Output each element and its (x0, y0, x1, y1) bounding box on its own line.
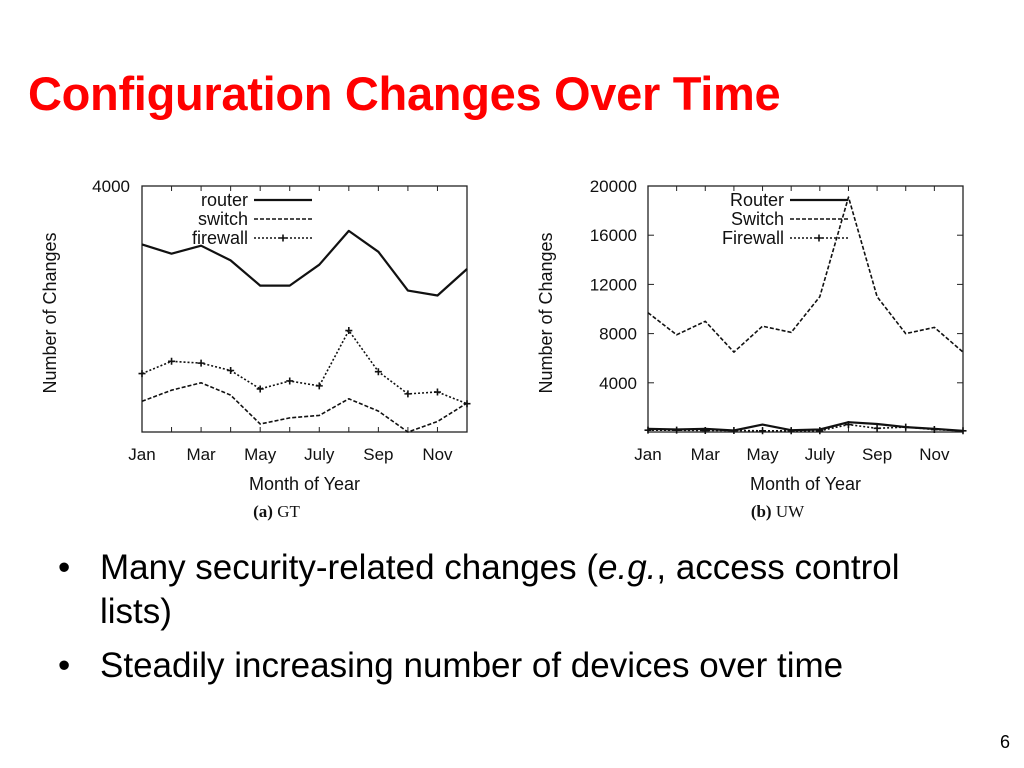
figure-caption: (a) GT (253, 502, 300, 521)
data-point-marker (345, 327, 353, 335)
chart-2: 4000 8000 12000 16000 20000 Jan Mar May July Sep N… (536, 177, 967, 521)
x-tick-label: May (746, 445, 779, 464)
bullet-item-2: • Steadily increasing number of devices … (58, 644, 958, 688)
y-tick-label: 8000 (599, 325, 637, 344)
data-point-marker (787, 427, 795, 435)
bullet-item-1: • Many security-related changes (e.g., a… (58, 546, 958, 634)
y-axis-label: Number of Changes (536, 232, 556, 393)
data-point-marker (433, 388, 441, 396)
x-axis-label: Month of Year (750, 474, 861, 494)
series-line-firewall (141, 329, 468, 405)
x-tick-label: Sep (363, 445, 393, 464)
y-tick-label: 20000 (590, 177, 637, 196)
x-axis-label: Month of Year (249, 474, 360, 494)
data-point-marker (256, 385, 264, 393)
data-point-marker (701, 427, 709, 435)
data-point-marker (673, 426, 681, 434)
data-point-marker (644, 426, 652, 434)
data-point-marker (816, 427, 824, 435)
x-tick-label: Mar (186, 445, 216, 464)
data-point-marker (463, 400, 471, 408)
slide-title: Configuration Changes Over Time (28, 67, 781, 120)
data-point-marker (873, 424, 881, 432)
legend-marker (279, 234, 287, 242)
plot-frame (647, 185, 964, 433)
bullet-text-em: e.g. (598, 548, 657, 587)
y-axis-label: Number of Changes (40, 232, 60, 393)
legend-marker (815, 234, 823, 242)
series-line-switch (647, 196, 964, 353)
bullet-text-pre: Many security-related changes ( (100, 548, 598, 587)
data-point-marker (197, 359, 205, 367)
bullet-text-post: , access control lists) (100, 548, 900, 631)
bullet-text-pre: Steadily increasing number of devices ov… (100, 646, 844, 685)
data-point-marker (959, 427, 967, 435)
legend-label: Router (730, 190, 784, 210)
x-tick-label: Sep (862, 445, 892, 464)
data-point-marker (930, 426, 938, 434)
x-tick-label: July (304, 445, 335, 464)
data-point-marker (759, 427, 767, 435)
x-tick-label: Mar (691, 445, 721, 464)
x-tick-label: Jan (634, 445, 661, 464)
y-tick-label: 4000 (599, 374, 637, 393)
legend-label: firewall (192, 228, 248, 248)
x-tick-label: May (244, 445, 277, 464)
bullet-marker: • (58, 646, 71, 685)
page-number: 6 (999, 732, 1010, 752)
legend-label: Firewall (722, 228, 784, 248)
series-line-switch (141, 381, 468, 433)
y-tick-label: 12000 (590, 275, 637, 294)
y-tick-label: 4000 (92, 177, 130, 196)
bullet-marker: • (58, 548, 71, 587)
y-tick-label: 16000 (590, 226, 637, 245)
data-point-marker (138, 370, 146, 378)
x-tick-label: July (805, 445, 836, 464)
data-point-marker (286, 377, 294, 385)
data-point-marker (404, 390, 412, 398)
data-point-marker (168, 357, 176, 365)
legend-label: Switch (731, 209, 784, 229)
x-tick-label: Nov (919, 445, 950, 464)
plot-frame (141, 185, 468, 433)
x-tick-label: Nov (422, 445, 453, 464)
data-point-marker (844, 421, 852, 429)
series-line-router (647, 421, 964, 432)
series-line-firewall (648, 423, 964, 432)
legend-label: switch (198, 209, 248, 229)
data-point-marker (315, 382, 323, 390)
series-line-router (141, 229, 468, 297)
data-point-marker (227, 367, 235, 374)
data-point-marker (730, 427, 738, 435)
bullet-list: • Many security-related changes (e.g., a… (58, 546, 958, 698)
data-point-marker (374, 368, 382, 376)
legend-label: router (201, 190, 248, 210)
data-point-marker (902, 423, 910, 431)
x-tick-label: Jan (128, 445, 155, 464)
charts-canvas: 4000 Jan Mar May July Sep Nov Month of Year Numb… (40, 177, 967, 521)
chart-1: 4000 Jan Mar May July Sep Nov Month of Year Numb… (40, 177, 471, 521)
figure-caption: (b) UW (751, 502, 805, 521)
